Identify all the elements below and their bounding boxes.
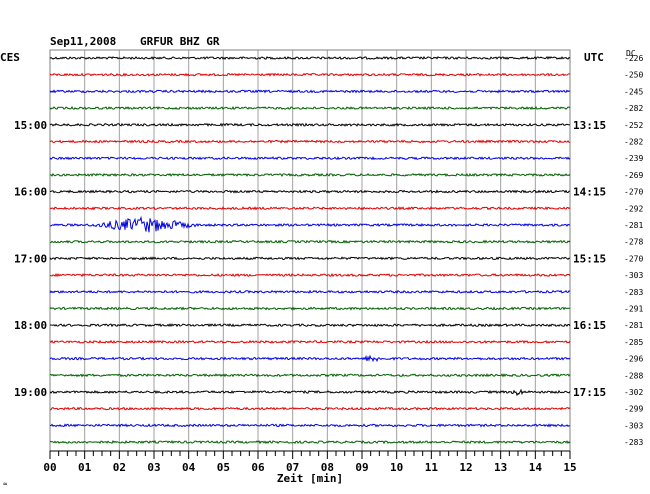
x-axis: 00 01 02 03 04 05 06 07 08 09 10 11 12 13 14 15 (43, 450, 577, 474)
dc-offset-label: -299 (624, 405, 643, 414)
trace-row-4 (49, 122, 571, 127)
trace-row-19 (49, 373, 571, 378)
x-tick-label: 11 (425, 461, 439, 474)
x-tick-label: 00 (43, 461, 56, 474)
left-time-label: 18:00 (14, 319, 47, 332)
x-tick-label: 05 (217, 461, 230, 474)
chart-station: GRFUR BHZ GR (140, 35, 220, 48)
dc-offset-label: -239 (624, 154, 643, 163)
dc-offset-label: -281 (624, 221, 643, 230)
x-tick-label: 01 (78, 461, 92, 474)
x-tick-label: 06 (251, 461, 265, 474)
dc-offset-label: -226 (624, 54, 643, 63)
trace-row-9 (49, 206, 571, 211)
dc-offset-label: -270 (624, 254, 643, 263)
dc-offset-labels: -226 -250 -245 -282 -252 -282 -239 -269 -270 -292… (624, 54, 643, 447)
dc-offset-label: -270 (624, 188, 643, 197)
dc-offset-label: -278 (624, 238, 643, 247)
right-time-label: 15:15 (573, 252, 606, 265)
dc-offset-label: -288 (624, 371, 643, 380)
x-tick-label: 02 (113, 461, 126, 474)
right-time-label: 13:15 (573, 119, 606, 132)
dc-offset-label: -252 (624, 121, 643, 130)
chart-date: Sep11,2008 (50, 35, 116, 48)
dc-offset-label: -292 (624, 204, 643, 213)
left-time-labels: 15:00 16:00 17:00 18:00 19:00 (14, 119, 47, 399)
trace-row-10 (50, 215, 571, 233)
x-tick-label: 09 (355, 461, 368, 474)
x-axis-label: Zeit [min] (277, 472, 343, 485)
x-tick-label: 07 (286, 461, 299, 474)
left-time-label: 16:00 (14, 186, 47, 199)
left-timezone-label: CES (0, 51, 20, 64)
trace-row-18 (49, 354, 571, 363)
trace-row-8 (49, 189, 571, 194)
trace-row-11 (49, 239, 571, 244)
trace-row-23 (49, 440, 571, 445)
x-tick-label: 13 (494, 461, 507, 474)
x-tick-label: 12 (459, 461, 472, 474)
left-time-label: 17:00 (14, 252, 47, 265)
right-timezone-label: UTC (584, 51, 604, 64)
dc-offset-label: -245 (624, 87, 643, 96)
dc-offset-label: -282 (624, 138, 643, 147)
left-time-label: 19:00 (14, 386, 47, 399)
x-tick-label: 14 (529, 461, 543, 474)
dc-offset-label: -291 (624, 305, 643, 314)
corner-mark: ≈ (3, 480, 7, 488)
x-tick-label: 10 (390, 461, 403, 474)
trace-row-14 (49, 289, 571, 294)
trace-row-0 (49, 56, 571, 61)
dc-offset-label: -302 (624, 388, 643, 397)
trace-row-15 (49, 306, 571, 311)
dc-offset-label: -250 (624, 71, 643, 80)
trace-row-20 (49, 388, 571, 397)
right-time-label: 17:15 (573, 386, 606, 399)
right-time-label: 16:15 (573, 319, 606, 332)
trace-row-5 (49, 139, 571, 144)
dc-offset-label: -283 (624, 438, 643, 447)
trace-row-13 (49, 272, 571, 278)
trace-row-1 (49, 72, 571, 77)
x-tick-label: 08 (321, 461, 334, 474)
left-time-label: 15:00 (14, 119, 47, 132)
trace-row-6 (49, 156, 571, 161)
dc-offset-label: -303 (624, 421, 643, 430)
dc-offset-label: -303 (624, 271, 643, 280)
dc-offset-label: -296 (624, 355, 643, 364)
dc-offset-label: -269 (624, 171, 643, 180)
trace-row-16 (49, 323, 571, 328)
x-tick-label: 03 (147, 461, 160, 474)
dc-offset-label: -282 (624, 104, 643, 113)
trace-row-2 (49, 89, 571, 94)
trace-row-21 (49, 406, 571, 411)
dc-offset-label: -281 (624, 321, 643, 330)
x-tick-label: 04 (182, 461, 196, 474)
trace-row-17 (49, 339, 571, 344)
x-tick-label: 15 (563, 461, 576, 474)
right-time-label: 14:15 (573, 186, 606, 199)
trace-row-7 (49, 172, 571, 178)
right-time-labels: 13:15 14:15 15:15 16:15 17:15 (573, 119, 606, 399)
trace-row-3 (49, 105, 571, 111)
trace-row-22 (49, 423, 571, 428)
seismic-traces (49, 56, 571, 445)
trace-row-12 (49, 256, 571, 261)
dc-header-label: DC (626, 49, 636, 58)
dc-offset-label: -283 (624, 288, 643, 297)
dc-offset-label: -285 (624, 338, 643, 347)
